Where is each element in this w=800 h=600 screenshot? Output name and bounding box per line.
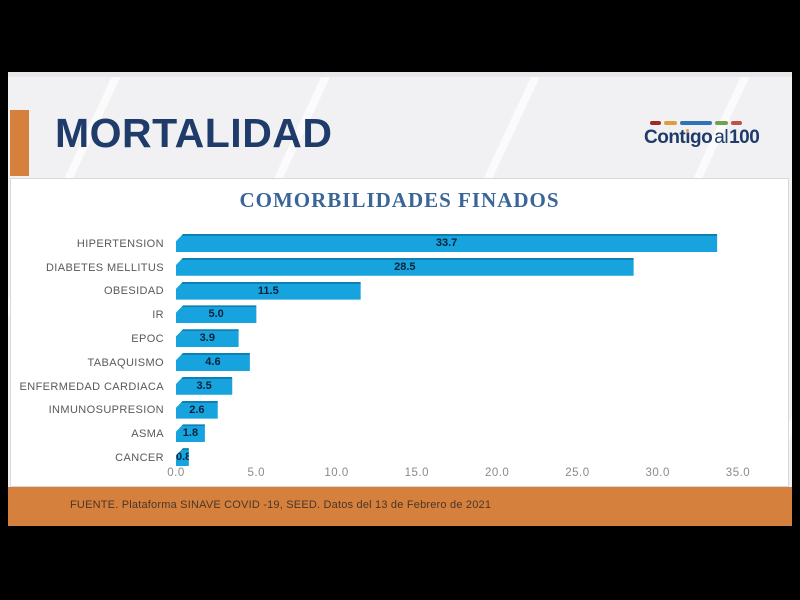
category-label: ASMA xyxy=(131,428,164,441)
x-tick-label: 35.0 xyxy=(725,467,751,479)
logo-dash xyxy=(680,120,712,125)
bar-3d-cap xyxy=(717,234,725,257)
x-tick-label: 5.0 xyxy=(247,467,266,479)
category-label: DIABETES MELLITUS xyxy=(45,261,164,274)
bar-3d-cap xyxy=(250,353,258,376)
logo-text: Contıgo al100 xyxy=(644,127,760,149)
bar-row: HIPERTENSION 33.7 xyxy=(11,232,788,256)
bar: 3.5 xyxy=(176,376,233,395)
bar-3d-cap xyxy=(239,329,247,352)
category-label: CANCER xyxy=(115,452,164,465)
bar-area: 2.6 xyxy=(176,399,788,423)
category-label: INMUNOSUPRESION xyxy=(48,404,164,417)
bar: 28.5 xyxy=(176,257,634,276)
logo-dash xyxy=(715,120,728,125)
value-label: 1.8 xyxy=(182,427,199,440)
bar-row: EPOC 3.9 xyxy=(11,327,788,351)
logo-text-al: al xyxy=(714,127,729,148)
x-tick-label: 30.0 xyxy=(645,467,670,479)
bar: 5.0 xyxy=(176,305,257,324)
x-tick-label: 10.0 xyxy=(324,467,349,479)
bar-area: 3.5 xyxy=(176,375,788,399)
bar-row: IR 5.0 xyxy=(11,303,788,327)
contigo-al-100-logo: Contıgo al100 xyxy=(644,120,760,149)
bar-3d-cap xyxy=(232,377,240,400)
bar-3d-cap xyxy=(205,424,213,447)
value-label: 4.6 xyxy=(205,355,221,368)
logo-dashes-icon xyxy=(644,120,748,125)
value-label: 5.0 xyxy=(208,308,224,321)
presentation-slide: MORTALIDAD Contıgo al100 COMORBILIDADES F… xyxy=(8,72,792,526)
value-label: 3.9 xyxy=(199,332,215,345)
bar-area: 4.6 xyxy=(176,351,788,375)
bar-3d-cap xyxy=(256,305,264,328)
category-label: HIPERTENSION xyxy=(76,237,164,250)
bar: 1.8 xyxy=(176,424,205,443)
bar-3d-cap xyxy=(218,401,226,424)
bar-area: 28.5 xyxy=(176,256,788,280)
logo-text-cont: Cont xyxy=(644,127,686,148)
page-title: MORTALIDAD xyxy=(55,110,333,156)
logo-dash xyxy=(650,120,661,125)
logo-text-i: ı xyxy=(685,127,691,148)
bar: 33.7 xyxy=(176,234,718,252)
value-label: 3.5 xyxy=(196,379,212,392)
bar-3d-cap xyxy=(634,258,642,281)
value-label: 28.5 xyxy=(394,260,416,273)
bar-area: 1.8 xyxy=(176,422,788,446)
logo-dash xyxy=(731,120,742,125)
bar-area: 3.9 xyxy=(176,327,788,351)
bar-row: DIABETES MELLITUS 28.5 xyxy=(11,256,788,280)
x-tick-label: 0.0 xyxy=(167,467,185,479)
bar-rows: HIPERTENSION 33.7 DIABETES MELLITUS 28.5 OBE… xyxy=(11,232,788,470)
value-label: 11.5 xyxy=(257,284,279,297)
value-label: 2.6 xyxy=(189,403,205,416)
bar: 3.9 xyxy=(176,329,239,348)
logo-text-go: go xyxy=(690,127,713,148)
footer-source-text: FUENTE. Plataforma SINAVE COVID -19, SEE… xyxy=(70,499,492,511)
category-label: EPOC xyxy=(131,333,164,346)
bar: 2.6 xyxy=(176,400,218,419)
logo-dash xyxy=(664,120,677,125)
x-tick-label: 25.0 xyxy=(565,467,590,479)
bar-area: 33.7 xyxy=(176,232,788,256)
bar-3d-cap xyxy=(361,282,369,305)
footer-bar: FUENTE. Plataforma SINAVE COVID -19, SEE… xyxy=(8,487,792,526)
bar-area: 5.0 xyxy=(176,303,788,327)
chart-panel: COMORBILIDADES FINADOS HIPERTENSION 33.7 D… xyxy=(10,178,789,487)
logo-text-100: 100 xyxy=(729,127,760,148)
category-label: OBESIDAD xyxy=(103,285,164,298)
value-label: 0.8 xyxy=(176,451,192,464)
bar: 0.8 xyxy=(176,448,192,467)
value-label: 33.7 xyxy=(435,237,458,249)
bar-row: INMUNOSUPRESION 2.6 xyxy=(11,399,788,423)
bar-area: 0.8 xyxy=(176,446,788,470)
bar: 11.5 xyxy=(176,281,361,300)
bar-row: ENFERMEDAD CARDIACA 3.5 xyxy=(11,375,788,399)
bar-row: OBESIDAD 11.5 xyxy=(11,280,788,304)
title-accent-bar xyxy=(10,110,29,176)
category-label: ENFERMEDAD CARDIACA xyxy=(19,380,164,393)
bar-row: ASMA 1.8 xyxy=(11,422,788,446)
x-tick-label: 15.0 xyxy=(404,467,430,479)
category-label: IR xyxy=(152,309,164,322)
bar: 4.6 xyxy=(176,352,250,371)
bar-area: 11.5 xyxy=(176,280,788,304)
bar-row: CANCER 0.8 xyxy=(11,446,788,470)
chart-title: COMORBILIDADES FINADOS xyxy=(239,188,560,212)
bar-row: TABAQUISMO 4.6 xyxy=(11,351,788,375)
x-tick-label: 20.0 xyxy=(484,467,510,479)
category-label: TABAQUISMO xyxy=(87,356,164,369)
x-axis: 0.0 5.0 10.0 15.0 20.0 25.0 30.0 35.0 xyxy=(167,467,788,483)
